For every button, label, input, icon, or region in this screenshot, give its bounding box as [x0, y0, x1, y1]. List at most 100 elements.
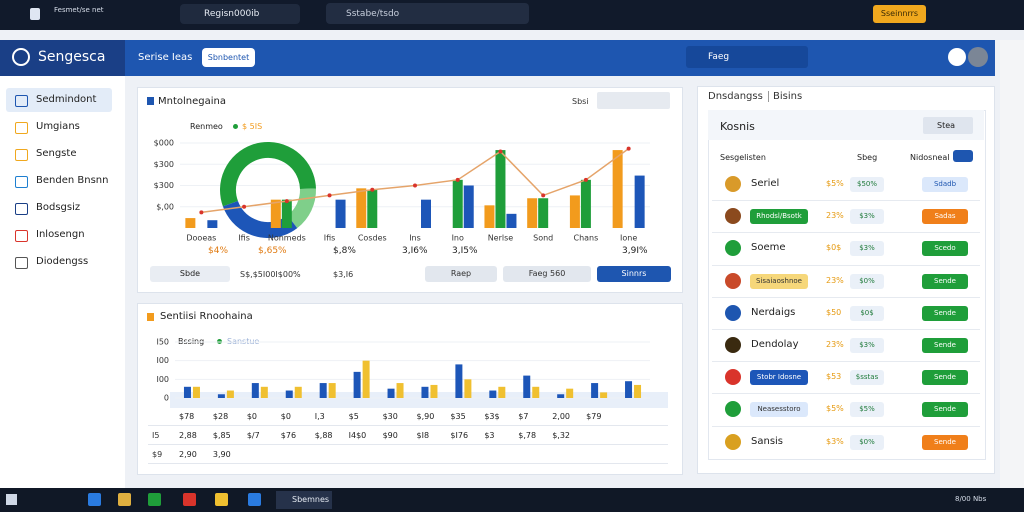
list-select[interactable]: Stea — [923, 117, 973, 134]
trend-point — [327, 193, 332, 198]
row-pct: $3% — [826, 436, 844, 446]
bar — [506, 213, 517, 228]
browser-button[interactable]: Sseinnrrs — [873, 5, 926, 23]
taskbar-icon[interactable] — [148, 493, 161, 506]
trend-point — [498, 149, 503, 154]
row-name: Dendolay — [751, 339, 799, 350]
row-badge: Rhodsl/Bsotk — [750, 209, 808, 225]
bar — [192, 386, 200, 398]
table-cell: I,3 — [314, 412, 325, 421]
search-bar[interactable] — [326, 3, 529, 24]
trend-point — [199, 210, 204, 215]
row-button[interactable]: Sende — [922, 370, 968, 386]
bar — [362, 360, 370, 398]
table-cell: 2,90 — [179, 450, 197, 459]
toggle[interactable] — [953, 150, 973, 162]
trend-line — [201, 148, 630, 214]
footer-button[interactable]: Sbde — [150, 266, 230, 282]
value-label: 3,9I% — [622, 246, 648, 256]
row-icon — [725, 401, 741, 418]
logo-text: Sengesca — [38, 49, 106, 65]
tab-title[interactable]: Fesmet/se net — [54, 6, 104, 14]
row-name: Seriel — [751, 178, 780, 189]
bar — [251, 383, 259, 398]
header-button[interactable]: Sbnbentet — [202, 48, 255, 67]
donut-center: $3% — [249, 186, 267, 195]
sidebar-label[interactable]: Sengste — [36, 148, 77, 159]
sidebar-active[interactable] — [6, 88, 112, 112]
panel-icon — [147, 97, 154, 105]
donut-segment — [220, 141, 316, 238]
panel-tab[interactable]: Bisins — [768, 91, 802, 102]
row-tag: $3% — [850, 338, 884, 353]
table-cell: $90 — [382, 431, 398, 440]
avatar[interactable] — [968, 47, 988, 67]
trend-point — [370, 187, 375, 192]
trend-point — [583, 177, 588, 182]
sidebar-label[interactable]: Diodengss — [36, 256, 89, 267]
row-icon — [725, 208, 741, 225]
taskbar-icon[interactable] — [183, 493, 196, 506]
bar — [495, 150, 506, 228]
row-button[interactable]: Scedo — [922, 241, 968, 257]
footer-button[interactable]: Raep — [425, 266, 497, 282]
browser-logo — [30, 8, 40, 20]
sidebar-label[interactable]: Bodsgsiz — [36, 202, 81, 213]
nav-label[interactable]: Serise Ieas — [138, 52, 193, 63]
x-tick-label: Dooeas — [186, 234, 216, 243]
x-tick-label: Ins — [409, 234, 421, 243]
table-cell: $79 — [586, 412, 602, 421]
value-label: 3,I5% — [452, 246, 478, 256]
row-button[interactable]: Sende — [922, 402, 968, 418]
bar — [367, 189, 378, 228]
panel-search-label[interactable]: Sbsi — [572, 97, 589, 106]
bar — [557, 394, 565, 398]
bar — [566, 388, 574, 398]
taskbar-icon[interactable] — [118, 493, 131, 506]
table-row-line — [148, 463, 668, 464]
row-tag: $sstas — [850, 370, 884, 386]
panel-title: Sentiisi Rnoohaina — [160, 311, 253, 322]
row-button[interactable]: Sadas — [922, 209, 968, 225]
row-tag: $50% — [850, 177, 884, 192]
footer-button[interactable]: Faeg 560 — [503, 266, 591, 282]
x-tick-label: Ino — [452, 234, 464, 243]
y-tick-label: $,00 — [156, 202, 174, 211]
taskbar-app[interactable]: Sbemnes — [276, 491, 332, 509]
row-button[interactable]: Sende — [922, 305, 968, 321]
row-line — [712, 425, 980, 427]
bar — [396, 383, 404, 398]
sidebar-label[interactable]: Umgians — [36, 121, 80, 132]
table-cell: $,85 — [212, 431, 231, 440]
dropdown[interactable] — [686, 46, 808, 68]
footer-button[interactable]: Sinnrs — [597, 266, 671, 282]
avatar-ring[interactable] — [948, 48, 966, 66]
table-cell: $78 — [179, 412, 195, 421]
taskbar-icon[interactable] — [215, 493, 228, 506]
row-icon — [725, 176, 741, 192]
bar — [455, 364, 463, 398]
row-icon — [725, 433, 741, 450]
sidebar-label[interactable]: Sedmindont — [36, 94, 97, 105]
sidebar-icon — [15, 149, 28, 161]
address-bar[interactable] — [180, 4, 300, 24]
row-button[interactable]: Sende — [922, 273, 968, 289]
panel-select[interactable] — [597, 92, 670, 109]
bar — [489, 390, 497, 398]
row-button[interactable]: Sende — [922, 338, 968, 353]
row-tag: $0$ — [850, 305, 884, 321]
bar — [463, 185, 474, 228]
row-button[interactable]: Sende — [922, 434, 968, 450]
bar — [532, 386, 540, 398]
bar — [387, 388, 395, 398]
sidebar-label[interactable]: Inlosengn — [36, 229, 85, 240]
taskbar-icon[interactable] — [88, 493, 101, 506]
bar — [527, 198, 538, 228]
row-tag: $3% — [850, 241, 884, 257]
row-button[interactable]: Sdadb — [922, 177, 968, 192]
taskbar-icon[interactable] — [248, 493, 261, 506]
dropdown-text: Faeg — [708, 52, 730, 62]
sidebar-label[interactable]: Benden Bnsnn — [36, 175, 109, 186]
row-tag: $3% — [850, 209, 884, 225]
